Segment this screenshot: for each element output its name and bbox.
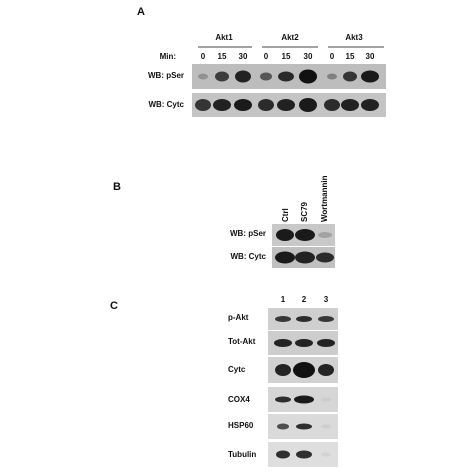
lane-label: 3 [324, 295, 329, 304]
row-label: p-Akt [228, 313, 249, 322]
band [258, 99, 274, 111]
band [299, 98, 317, 112]
band [276, 229, 294, 241]
band [296, 423, 312, 430]
column-label: Ctrl [281, 208, 290, 222]
band [318, 316, 334, 322]
time: 0 [201, 52, 206, 61]
band [294, 395, 314, 404]
time: 30 [239, 52, 248, 61]
band [198, 73, 208, 80]
lane-label: 2 [302, 295, 307, 304]
time: 15 [218, 52, 227, 61]
row-label: WB: Cytc [148, 100, 184, 109]
band [299, 69, 317, 84]
column-label: Wortmannin [320, 175, 329, 222]
band [213, 99, 231, 111]
row-label: Tot-Akt [228, 337, 256, 346]
group-label: Akt2 [281, 33, 299, 42]
band [293, 362, 315, 378]
band [295, 251, 315, 264]
band [275, 364, 291, 376]
column-label: SC79 [300, 201, 309, 222]
band [295, 229, 315, 241]
time: 0 [330, 52, 335, 61]
time: 15 [282, 52, 291, 61]
time: 15 [346, 52, 355, 61]
panel-label: B [113, 181, 121, 193]
lane-label: 1 [281, 295, 286, 304]
time-label: Min: [160, 52, 176, 61]
time: 0 [264, 52, 269, 61]
band [275, 396, 291, 403]
band [277, 423, 289, 430]
band [275, 251, 295, 264]
band [318, 232, 332, 238]
row-label: WB: Cytc [230, 252, 266, 261]
band [321, 424, 331, 429]
band [277, 99, 295, 111]
band [260, 72, 272, 81]
band [274, 339, 292, 347]
band [276, 450, 290, 459]
band [295, 339, 313, 347]
row-label: Cytc [228, 365, 246, 374]
group-label: Akt1 [215, 33, 233, 42]
band [341, 99, 359, 111]
band [317, 339, 335, 347]
band [324, 99, 340, 111]
row-label: Tubulin [228, 450, 256, 459]
band [321, 452, 331, 457]
time: 30 [366, 52, 375, 61]
band [361, 70, 379, 83]
time: 30 [304, 52, 313, 61]
row-label: HSP60 [228, 421, 254, 430]
band [234, 99, 252, 111]
band [343, 71, 357, 82]
band [195, 99, 211, 111]
band [321, 397, 331, 402]
band [278, 71, 294, 82]
band [316, 252, 334, 263]
band [235, 70, 251, 83]
row-label: WB: pSer [148, 71, 184, 80]
row-label: WB: pSer [230, 229, 266, 238]
row-label: COX4 [228, 395, 250, 404]
panel-label: A [137, 6, 145, 18]
band [296, 450, 312, 459]
band [215, 71, 229, 82]
panel-label: C [110, 300, 118, 312]
band [327, 73, 337, 80]
band [296, 316, 312, 322]
band [361, 99, 379, 111]
band [275, 316, 291, 322]
band [318, 364, 334, 376]
group-label: Akt3 [345, 33, 363, 42]
